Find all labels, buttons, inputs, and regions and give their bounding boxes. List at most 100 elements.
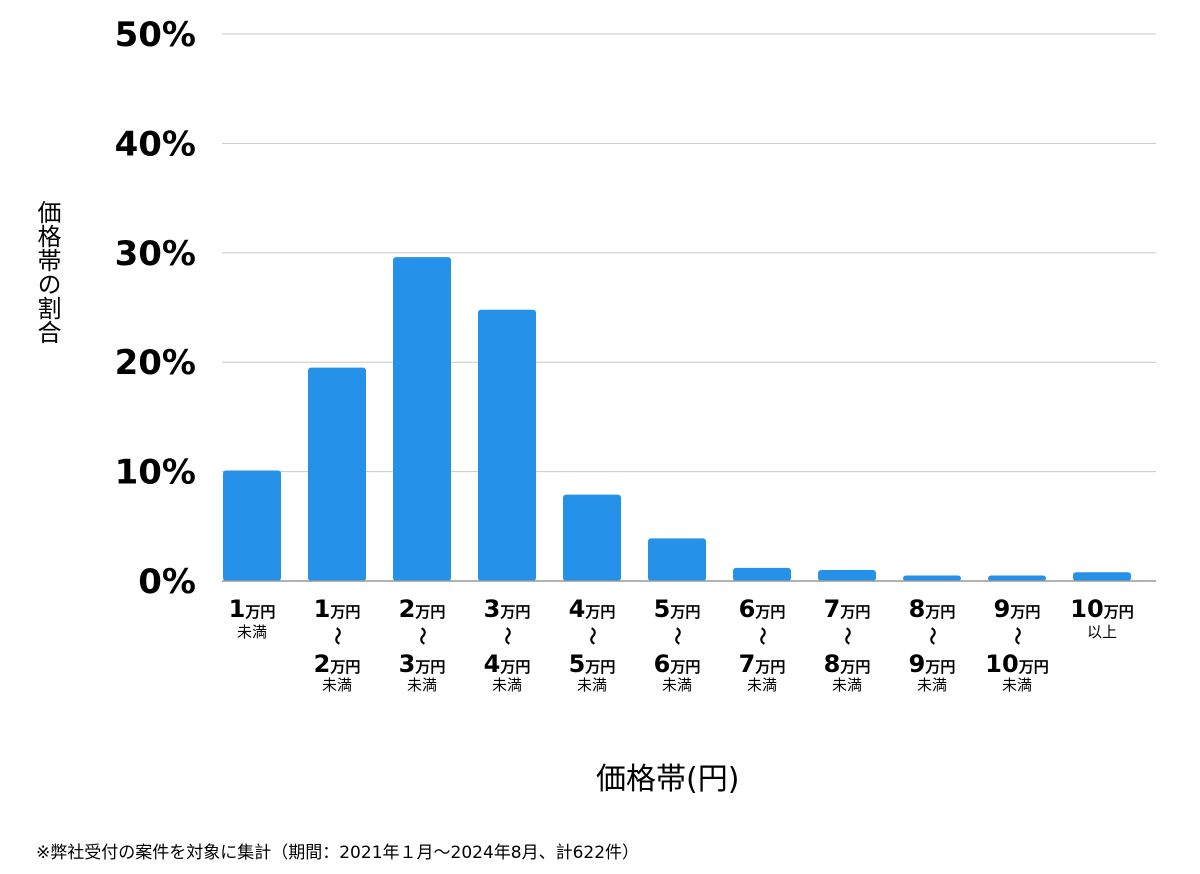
bar — [308, 367, 366, 581]
x-tick-note: 未満 — [322, 676, 352, 694]
x-tick-number: 7 — [739, 650, 756, 678]
x-tick-number: 6 — [654, 650, 671, 678]
x-tick-bottom: 5万円 — [569, 650, 616, 678]
x-tick-number: 1 — [314, 595, 331, 623]
bar — [393, 257, 451, 581]
x-tick-number: 8 — [909, 595, 926, 623]
bar — [223, 470, 281, 581]
x-tick-unit: 万円 — [669, 603, 700, 621]
x-tick-number: 5 — [654, 595, 671, 623]
x-tick-unit: 万円 — [839, 603, 870, 621]
x-tick-top: 1万円 — [229, 595, 276, 623]
bar — [988, 575, 1046, 581]
x-axis-ticks: 1万円未満1万円〜2万円未満2万円〜3万円未満3万円〜4万円未満4万円〜5万円未… — [229, 595, 1134, 694]
x-tick-number: 1 — [229, 595, 246, 623]
x-tick-note: 未満 — [747, 676, 777, 694]
x-tick-top: 10万円 — [1070, 595, 1133, 623]
y-tick-label: 0% — [138, 562, 196, 602]
x-tick-bottom: 10万円 — [985, 650, 1048, 678]
x-tick-top: 5万円 — [654, 595, 701, 623]
x-axis-label: 価格帯(円) — [596, 762, 740, 797]
x-tick-bottom: 8万円 — [824, 650, 871, 678]
bar — [818, 570, 876, 581]
x-tick-separator: 〜 — [1006, 627, 1027, 645]
y-axis-label: 価格帯の割合 — [33, 200, 61, 344]
bar — [903, 575, 961, 581]
y-tick-label: 50% — [115, 15, 196, 55]
x-tick-number: 4 — [569, 595, 586, 623]
y-tick-label: 20% — [115, 343, 196, 383]
x-tick-note: 以上 — [1087, 623, 1117, 641]
x-tick-number: 3 — [399, 650, 416, 678]
x-tick-number: 10 — [985, 650, 1018, 678]
x-tick-unit: 万円 — [329, 658, 360, 676]
x-tick-unit: 万円 — [329, 603, 360, 621]
x-tick-note: 未満 — [832, 676, 862, 694]
x-tick-unit: 万円 — [584, 603, 615, 621]
x-tick-number: 6 — [739, 595, 756, 623]
bar — [648, 538, 706, 581]
x-tick-separator: 〜 — [411, 627, 432, 645]
x-tick-note: 未満 — [577, 676, 607, 694]
x-tick-bottom: 9万円 — [909, 650, 956, 678]
x-tick-unit: 万円 — [754, 658, 785, 676]
x-tick-top: 2万円 — [399, 595, 446, 623]
x-tick-unit: 万円 — [584, 658, 615, 676]
x-tick-top: 7万円 — [824, 595, 871, 623]
x-tick-separator: 〜 — [836, 627, 857, 645]
x-tick-top: 3万円 — [484, 595, 531, 623]
x-tick-top: 1万円 — [314, 595, 361, 623]
x-tick-unit: 万円 — [1018, 658, 1049, 676]
x-tick-number: 2 — [314, 650, 331, 678]
x-tick-note: 未満 — [237, 623, 267, 641]
x-tick-number: 10 — [1070, 595, 1103, 623]
x-tick-top: 6万円 — [739, 595, 786, 623]
bar — [563, 494, 621, 581]
x-tick-number: 9 — [909, 650, 926, 678]
x-tick-unit: 万円 — [839, 658, 870, 676]
x-tick-number: 2 — [399, 595, 416, 623]
x-tick-note: 未満 — [492, 676, 522, 694]
x-tick-separator: 〜 — [326, 627, 347, 645]
x-tick-unit: 万円 — [754, 603, 785, 621]
bars — [223, 257, 1131, 581]
y-tick-label: 10% — [115, 453, 196, 493]
x-tick-number: 5 — [569, 650, 586, 678]
x-tick-bottom: 7万円 — [739, 650, 786, 678]
x-tick-separator: 〜 — [921, 627, 942, 645]
x-tick-number: 4 — [484, 650, 501, 678]
x-tick-unit: 万円 — [1009, 603, 1040, 621]
x-tick-number: 8 — [824, 650, 841, 678]
footnote: ※弊社受付の案件を対象に集計（期間：2021年１月〜2024年8月、計622件） — [36, 843, 640, 863]
x-tick-unit: 万円 — [244, 603, 275, 621]
x-tick-unit: 万円 — [499, 658, 530, 676]
x-tick-unit: 万円 — [924, 658, 955, 676]
x-tick-separator: 〜 — [666, 627, 687, 645]
bar — [1073, 572, 1131, 581]
x-tick-unit: 万円 — [414, 658, 445, 676]
x-tick-bottom: 4万円 — [484, 650, 531, 678]
bar — [478, 309, 536, 581]
x-tick-bottom: 2万円 — [314, 650, 361, 678]
x-tick-note: 未満 — [662, 676, 692, 694]
x-tick-note: 未満 — [917, 676, 947, 694]
x-tick-top: 8万円 — [909, 595, 956, 623]
y-axis-ticks: 0% 10% 20% 30% 40% 50% — [115, 15, 196, 602]
x-tick-note: 未満 — [407, 676, 437, 694]
x-tick-top: 4万円 — [569, 595, 616, 623]
x-tick-bottom: 6万円 — [654, 650, 701, 678]
y-tick-label: 30% — [115, 234, 196, 274]
gridlines — [222, 33, 1156, 473]
